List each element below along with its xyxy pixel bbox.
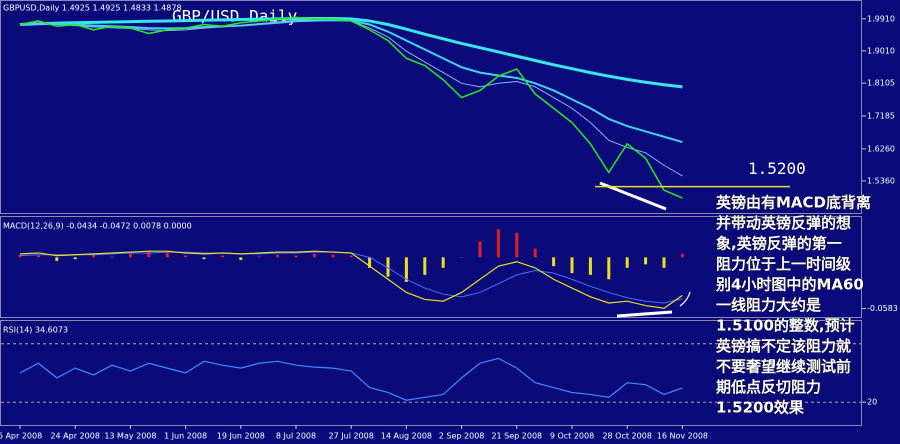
macd-trend-line [616,310,673,318]
macd-bar [460,257,464,258]
macd-bar [18,254,22,258]
macd-bar [92,254,96,258]
y-tick-label: 1.7185 [867,111,895,120]
note-line: 象,英镑反弹的第一 [716,235,842,253]
panel-frames [0,0,862,426]
note-line: 不要奢望继续测试前 [716,358,851,376]
x-tick-label: 8 Jul 2008 [276,432,316,441]
note-line: 期低点反切阻力 [716,378,821,396]
macd-bar [331,254,335,258]
macd-bar [496,229,500,258]
x-tick-label: 27 Jul 2008 [329,432,374,441]
macd-bar [36,255,40,258]
macd-bar [276,254,280,258]
macd-bar [257,256,261,258]
macd-main [19,250,683,309]
chart-subtitle: GBPUSD,Daily 1.4925 1.4925 1.4833 1.4878 [3,4,182,13]
macd-bar [404,257,408,282]
arrow [679,291,691,307]
macd-bar [478,241,482,258]
macd-panel [0,216,862,318]
macd-bar [441,257,445,268]
note-line: 1.5200效果 [716,399,805,417]
macd-bar [552,257,556,267]
macd-bar [368,257,372,268]
macd-bar [147,250,151,258]
note-line: 并带动英镑反弹的想 [716,214,851,232]
y-tick-label: 1.9910 [867,14,895,23]
macd-bar [349,255,353,258]
macd-bar [680,253,684,258]
macd-bar [202,257,206,260]
macd-bar [607,257,611,280]
x-tick-label: 6 Apr 2008 [0,432,42,441]
macd-bar [570,257,574,274]
macd-bar [165,252,169,258]
macd-bar [110,256,114,258]
x-tick-label: 13 May 2008 [104,432,156,441]
macd-bar [73,257,77,260]
macd-bar [55,257,59,261]
x-tick-label: 2 Sep 2008 [439,432,485,441]
macd-bar [184,255,188,258]
note-line: 英镑搞不定该阻力就 [716,337,851,355]
y-tick-label: 1.8105 [867,79,895,88]
y-tick-label: 1.6260 [867,144,895,153]
macd-bar [386,257,390,277]
x-tick-label: 19 Jun 2008 [217,432,265,441]
macd-bar [312,253,316,258]
price-line [19,16,683,199]
y-tick-label: 20 [867,398,877,407]
note-line: 1.5100的整数,预计 [716,317,855,335]
macd-bar [239,257,243,260]
macd-bar [515,232,519,258]
macd-bar [128,253,132,258]
x-tick-label: 21 Sep 2008 [491,432,542,441]
y-tick-label: 1.5360 [867,176,895,185]
x-tick-label: 28 Oct 2008 [602,432,651,441]
x-tick-label: 16 Nov 2008 [657,432,708,441]
x-tick-label: 1 Jun 2008 [164,432,207,441]
x-tick-label: 9 Oct 2008 [550,432,594,441]
rsi-header: RSI(14) 34.6073 [3,326,68,335]
y-tick-label: 1.9010 [867,46,895,55]
macd-bar [588,257,592,275]
rsi-line [19,357,683,401]
rsi-panel [0,320,862,426]
note-line: 英镑由有MACD底背离 [716,194,871,212]
macd-bar [294,255,298,258]
note-line: 一线阻力大约是 [716,296,822,314]
price-line [19,16,683,89]
macd-bar [662,257,666,268]
macd-bar [625,257,629,268]
price-panel [0,0,862,214]
note-line: 别4小时图中的MA60 [715,276,864,294]
x-tick-label: 14 Aug 2008 [381,432,432,441]
y-tick-label: -0.0583 [867,304,898,313]
macd-bar [644,257,648,265]
macd-bar [423,257,427,275]
note-line: 阻力位于上一时间级 [716,255,852,273]
resistance-label: 1.5200 [748,159,806,178]
macd-bar [220,255,224,258]
x-tick-label: 24 Apr 2008 [50,432,99,441]
macd-bar [533,248,537,258]
macd-header: MACD(12,26,9) -0.0434 -0.0472 0.0078 0.0… [3,222,192,231]
